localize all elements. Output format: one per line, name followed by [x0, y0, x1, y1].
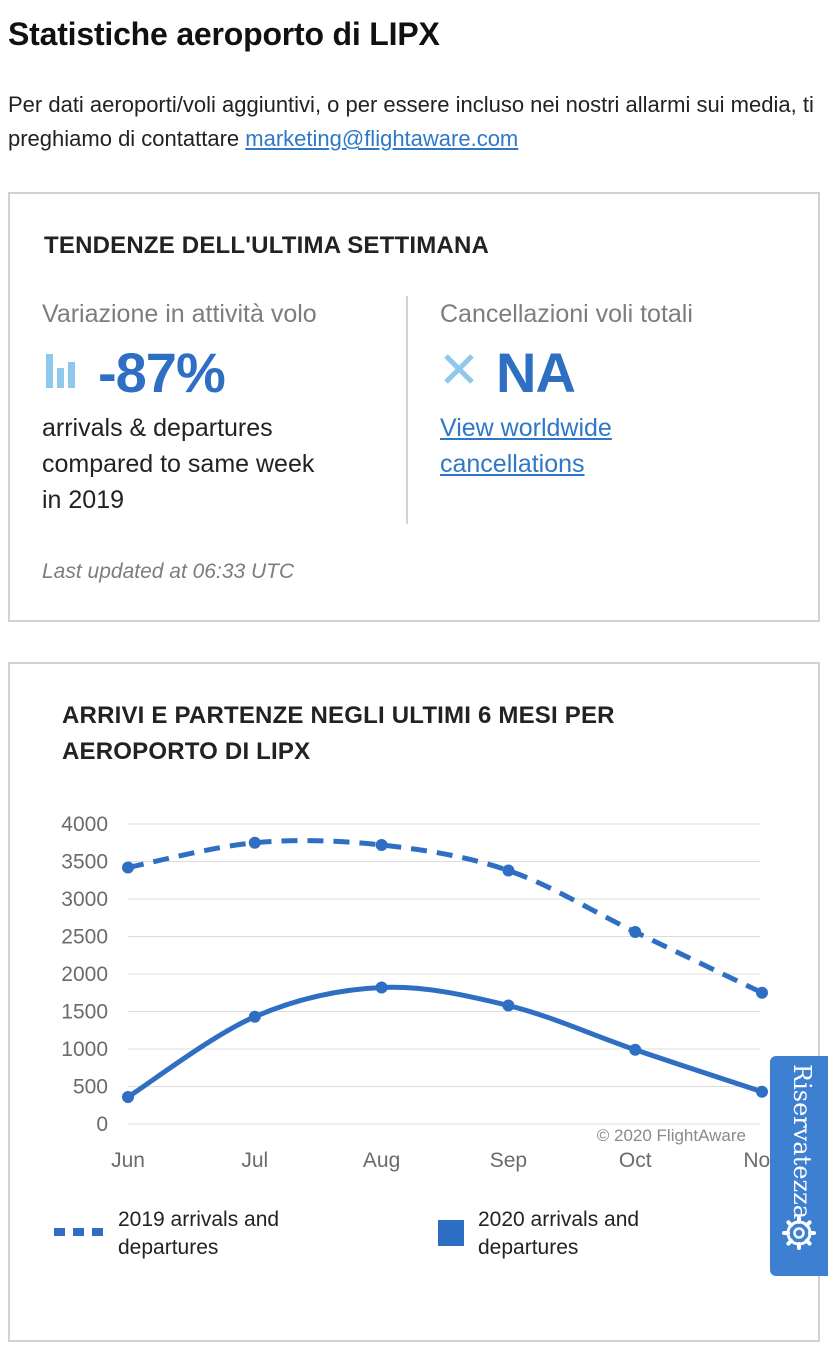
- data-point-2019: [502, 864, 515, 877]
- y-tick-label: 1500: [61, 1001, 108, 1024]
- data-point-2020: [502, 999, 515, 1012]
- data-point-2019: [629, 926, 642, 938]
- six-month-chart-card: ARRIVI E PARTENZE NEGLI ULTIMI 6 MESI PE…: [8, 662, 820, 1342]
- series-line-2019: [127, 838, 764, 996]
- x-tick-label: Aug: [363, 1149, 400, 1172]
- x-tick-label: Jun: [111, 1149, 145, 1172]
- chart-credit: © 2020 FlightAware: [597, 1126, 746, 1145]
- y-tick-label: 500: [73, 1076, 108, 1099]
- legend-solid-square-icon[interactable]: [438, 1220, 464, 1246]
- activity-label: Variazione in attività volo: [42, 300, 317, 328]
- privacy-label: Riservatezza: [788, 1064, 816, 1220]
- bar-chart-icon: [46, 354, 75, 388]
- cancellations-value: NA: [496, 341, 576, 404]
- y-tick-label: 2500: [61, 926, 108, 949]
- series-line-2020: [126, 984, 763, 1100]
- data-point-2020: [629, 1043, 642, 1056]
- x-tick-label: Sep: [490, 1149, 527, 1172]
- weekly-trends-card: TENDENZE DELL'ULTIMA SETTIMANA Variazion…: [8, 192, 820, 622]
- legend-2019-label: departures: [118, 1236, 219, 1259]
- y-tick-label: 3000: [61, 888, 108, 911]
- data-point-2020: [248, 1010, 261, 1023]
- legend-dashed-line-icon[interactable]: [54, 1226, 104, 1238]
- chart-title: ARRIVI E PARTENZE NEGLI ULTIMI 6 MESI PE…: [62, 702, 615, 765]
- y-tick-label: 0: [96, 1113, 108, 1136]
- x-tick-label: Jul: [241, 1149, 268, 1172]
- activity-change-value: -87%: [98, 341, 226, 404]
- column-divider: [406, 296, 408, 524]
- last-updated: Last updated at 06:33 UTC: [42, 560, 295, 583]
- legend-2019-label: 2019 arrivals and: [118, 1208, 280, 1231]
- arrivals-departures-chart: 0 500 1000 1500 2000 2500 3000 3500 4000 Jun Jul Au…: [61, 813, 781, 1172]
- activity-description: arrivals & departures compared to same w…: [42, 410, 314, 518]
- marketing-email-link[interactable]: marketing@flightaware.com: [245, 126, 519, 151]
- intro-text: Per dati aeroporti/voli aggiuntivi, o pe…: [8, 92, 814, 151]
- data-point-2019: [756, 986, 768, 999]
- privacy-settings-tab[interactable]: Riservatezza: [770, 1056, 828, 1276]
- x-tick-label: Oct: [619, 1149, 652, 1172]
- legend-2020[interactable]: 2020 arrivals and departures: [478, 1206, 639, 1262]
- data-point-2020: [756, 1085, 768, 1098]
- y-tick-label: 2000: [61, 963, 108, 986]
- data-point-2019: [122, 861, 134, 874]
- legend-2020-label: departures: [478, 1236, 579, 1259]
- cancellations-link-line[interactable]: View worldwide: [440, 414, 612, 442]
- intro-paragraph: Per dati aeroporti/voli aggiuntivi, o pe…: [8, 88, 818, 156]
- activity-desc-line: in 2019: [42, 486, 125, 514]
- activity-desc-line: compared to same week: [42, 450, 315, 478]
- x-icon: [444, 354, 474, 384]
- data-point-2020: [122, 1091, 134, 1103]
- cancellations-label: Cancellazioni voli totali: [440, 300, 693, 328]
- activity-desc-line: arrivals & departures: [42, 414, 273, 442]
- data-point-2019: [375, 839, 388, 851]
- gear-icon: [782, 1216, 816, 1250]
- worldwide-cancellations-link[interactable]: View worldwide cancellations: [440, 410, 612, 482]
- page-title: Statistiche aeroporto di LIPX: [8, 16, 440, 52]
- data-point-2020: [375, 981, 388, 994]
- y-tick-label: 3500: [61, 851, 108, 874]
- cancellations-link-line[interactable]: cancellations: [440, 450, 585, 478]
- legend-2019[interactable]: 2019 arrivals and departures: [118, 1206, 279, 1262]
- legend-2020-label: 2020 arrivals and: [478, 1208, 640, 1231]
- y-tick-label: 1000: [61, 1038, 108, 1061]
- trends-heading: TENDENZE DELL'ULTIMA SETTIMANA: [44, 232, 490, 259]
- y-tick-label: 4000: [61, 813, 108, 836]
- data-point-2019: [248, 836, 261, 849]
